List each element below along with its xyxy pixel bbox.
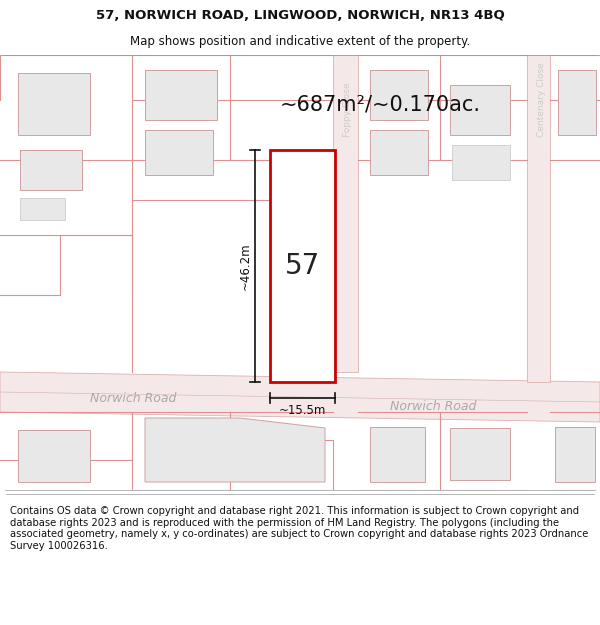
Text: ~687m²/~0.170ac.: ~687m²/~0.170ac. — [280, 95, 481, 115]
Bar — [270, 150, 335, 382]
Polygon shape — [145, 418, 325, 482]
Text: ~46.2m: ~46.2m — [239, 242, 251, 290]
Bar — [145, 130, 213, 175]
Bar — [145, 70, 217, 120]
Bar — [450, 428, 510, 480]
Text: 57: 57 — [285, 252, 320, 280]
Polygon shape — [0, 372, 600, 422]
Bar — [370, 70, 428, 120]
Bar — [20, 198, 65, 220]
Bar — [450, 85, 510, 135]
Text: Centenary Close: Centenary Close — [536, 62, 545, 138]
Bar — [555, 427, 595, 482]
Bar — [370, 427, 425, 482]
Bar — [370, 130, 428, 175]
Text: Foppy Close: Foppy Close — [343, 82, 353, 138]
Text: Norwich Road: Norwich Road — [90, 392, 176, 406]
Text: Map shows position and indicative extent of the property.: Map shows position and indicative extent… — [130, 35, 470, 48]
Bar — [18, 73, 90, 135]
Text: Contains OS data © Crown copyright and database right 2021. This information is : Contains OS data © Crown copyright and d… — [10, 506, 589, 551]
Bar — [18, 430, 90, 482]
Text: Norwich Road: Norwich Road — [390, 399, 476, 412]
Polygon shape — [527, 55, 550, 382]
Bar — [558, 70, 596, 135]
Bar — [275, 245, 330, 290]
Bar — [452, 145, 510, 180]
Text: ~15.5m: ~15.5m — [279, 404, 326, 418]
Text: 57, NORWICH ROAD, LINGWOOD, NORWICH, NR13 4BQ: 57, NORWICH ROAD, LINGWOOD, NORWICH, NR1… — [95, 9, 505, 22]
Bar — [20, 150, 82, 190]
Polygon shape — [333, 55, 358, 372]
